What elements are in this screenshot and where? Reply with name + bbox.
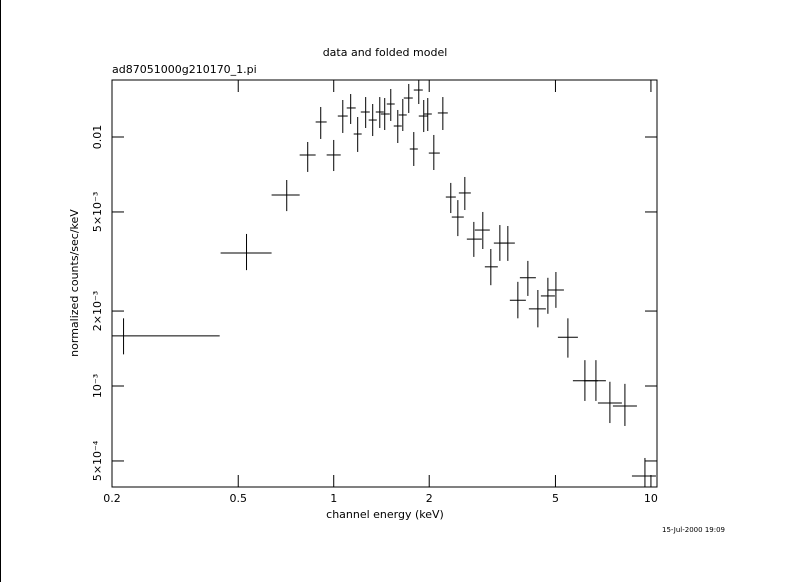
y-tick-label: 5×10⁻³ bbox=[91, 192, 104, 232]
y-tick-label: 0.01 bbox=[91, 125, 104, 150]
y-tick-label: 10⁻³ bbox=[91, 374, 104, 398]
x-tick-label: 0.5 bbox=[229, 492, 247, 505]
x-tick-label: 1 bbox=[330, 492, 337, 505]
x-tick-label: 2 bbox=[426, 492, 433, 505]
y-axis-label: normalized counts/sec/keV bbox=[68, 209, 81, 357]
plot-frame bbox=[111, 79, 658, 488]
chart-subtitle: ad87051000g210170_1.pi bbox=[112, 63, 257, 76]
y-tick-label: 2×10⁻³ bbox=[91, 291, 104, 331]
x-tick-label: 0.2 bbox=[103, 492, 121, 505]
x-axis-label: channel energy (keV) bbox=[326, 508, 444, 521]
timestamp: 15-Jul-2000 19:09 bbox=[662, 526, 725, 534]
y-tick-label: 5×10⁻⁴ bbox=[91, 440, 104, 481]
x-tick-label: 5 bbox=[552, 492, 559, 505]
chart-title: data and folded model bbox=[323, 46, 448, 59]
x-tick-label: 10 bbox=[644, 492, 658, 505]
